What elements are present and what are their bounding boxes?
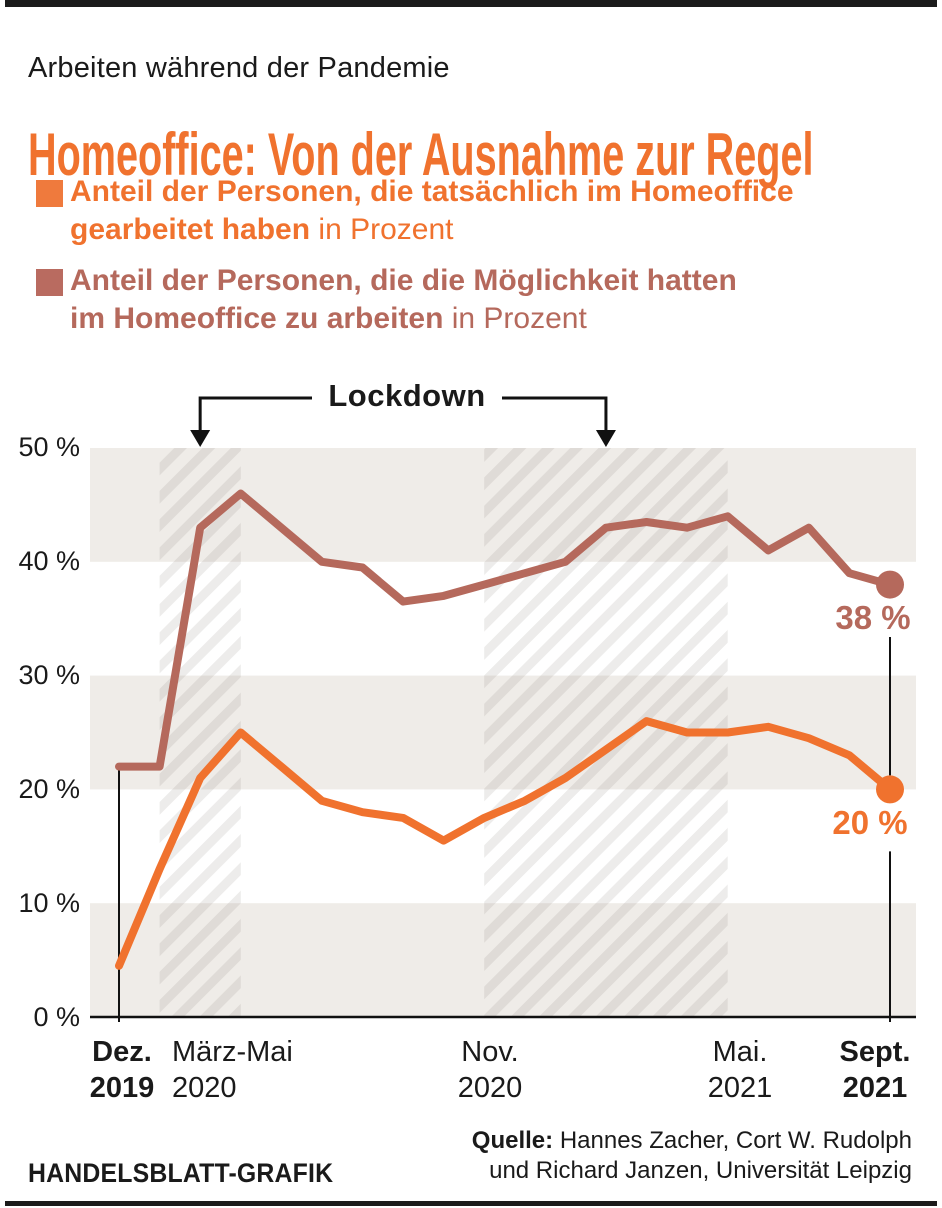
source-line1: Hannes Zacher, Cort W. Rudolph xyxy=(553,1127,912,1154)
legend-swatch-orange xyxy=(36,180,63,207)
x-tick-nov-2020: Nov. 2020 xyxy=(457,1036,523,1104)
legend-line2-unit: in Prozent xyxy=(443,302,587,335)
end-value-moeglichkeit: 38 % xyxy=(835,599,911,636)
kicker: Arbeiten während der Pandemie xyxy=(28,52,450,84)
x-tick-dez-2019: Dez. 2019 xyxy=(89,1036,155,1104)
bottom-rule xyxy=(5,1201,937,1206)
y-tick-10: 10 % xyxy=(18,888,80,918)
legend-line2-bold: gearbeitet haben xyxy=(70,213,311,246)
source-line2: und Richard Janzen, Universität Leipzig xyxy=(489,1157,912,1184)
legend-swatch-red xyxy=(36,269,63,296)
source-label: Quelle: xyxy=(471,1127,554,1154)
legend-label-moeglichkeit: Anteil der Personen, die die Möglichkeit… xyxy=(70,262,930,338)
y-tick-50: 50 % xyxy=(18,432,80,462)
line-moeglichkeit xyxy=(115,489,894,771)
arrow-down-icon xyxy=(595,430,616,447)
y-tick-40: 40 % xyxy=(18,546,80,576)
legend-line1: Anteil der Personen, die die Möglichkeit… xyxy=(70,264,737,297)
x-tick-mai-2021: Mai. 2021 xyxy=(707,1036,773,1104)
arrow-down-icon xyxy=(190,430,211,447)
legend-line2-unit: in Prozent xyxy=(310,213,454,246)
x-tick-sept-2021: Sept. 2021 xyxy=(839,1036,911,1104)
lockdown-annotation: Lockdown xyxy=(328,378,486,413)
end-dot-tatsaechlich xyxy=(876,775,904,804)
end-dot-moeglichkeit xyxy=(876,570,904,599)
line-tatsaechlich xyxy=(115,717,894,970)
y-tick-20: 20 % xyxy=(18,774,80,804)
brand-credit: HANDELSBLATT-GRAFIK xyxy=(28,1158,334,1188)
top-rule xyxy=(5,0,937,7)
legend-line2-bold: im Homeoffice zu arbeiten xyxy=(70,302,444,335)
source-credit: Quelle: Hannes Zacher, Cort W. Rudolph u… xyxy=(312,1126,912,1186)
x-tick-maerz-mai-2020: März-Mai 2020 xyxy=(172,1036,293,1104)
y-tick-0: 0 % xyxy=(33,1002,80,1032)
legend-line1: Anteil der Personen, die tatsächlich im … xyxy=(70,175,794,208)
lockdown-bracket-left xyxy=(198,396,312,434)
legend-label-tatsaechlich: Anteil der Personen, die tatsächlich im … xyxy=(70,173,930,249)
lockdown-bracket-right xyxy=(502,396,608,434)
end-value-tatsaechlich: 20 % xyxy=(832,804,908,841)
y-tick-30: 30 % xyxy=(18,660,80,690)
page-title: Homeoffice: Von der Ausnahme zur Regel xyxy=(28,121,814,188)
